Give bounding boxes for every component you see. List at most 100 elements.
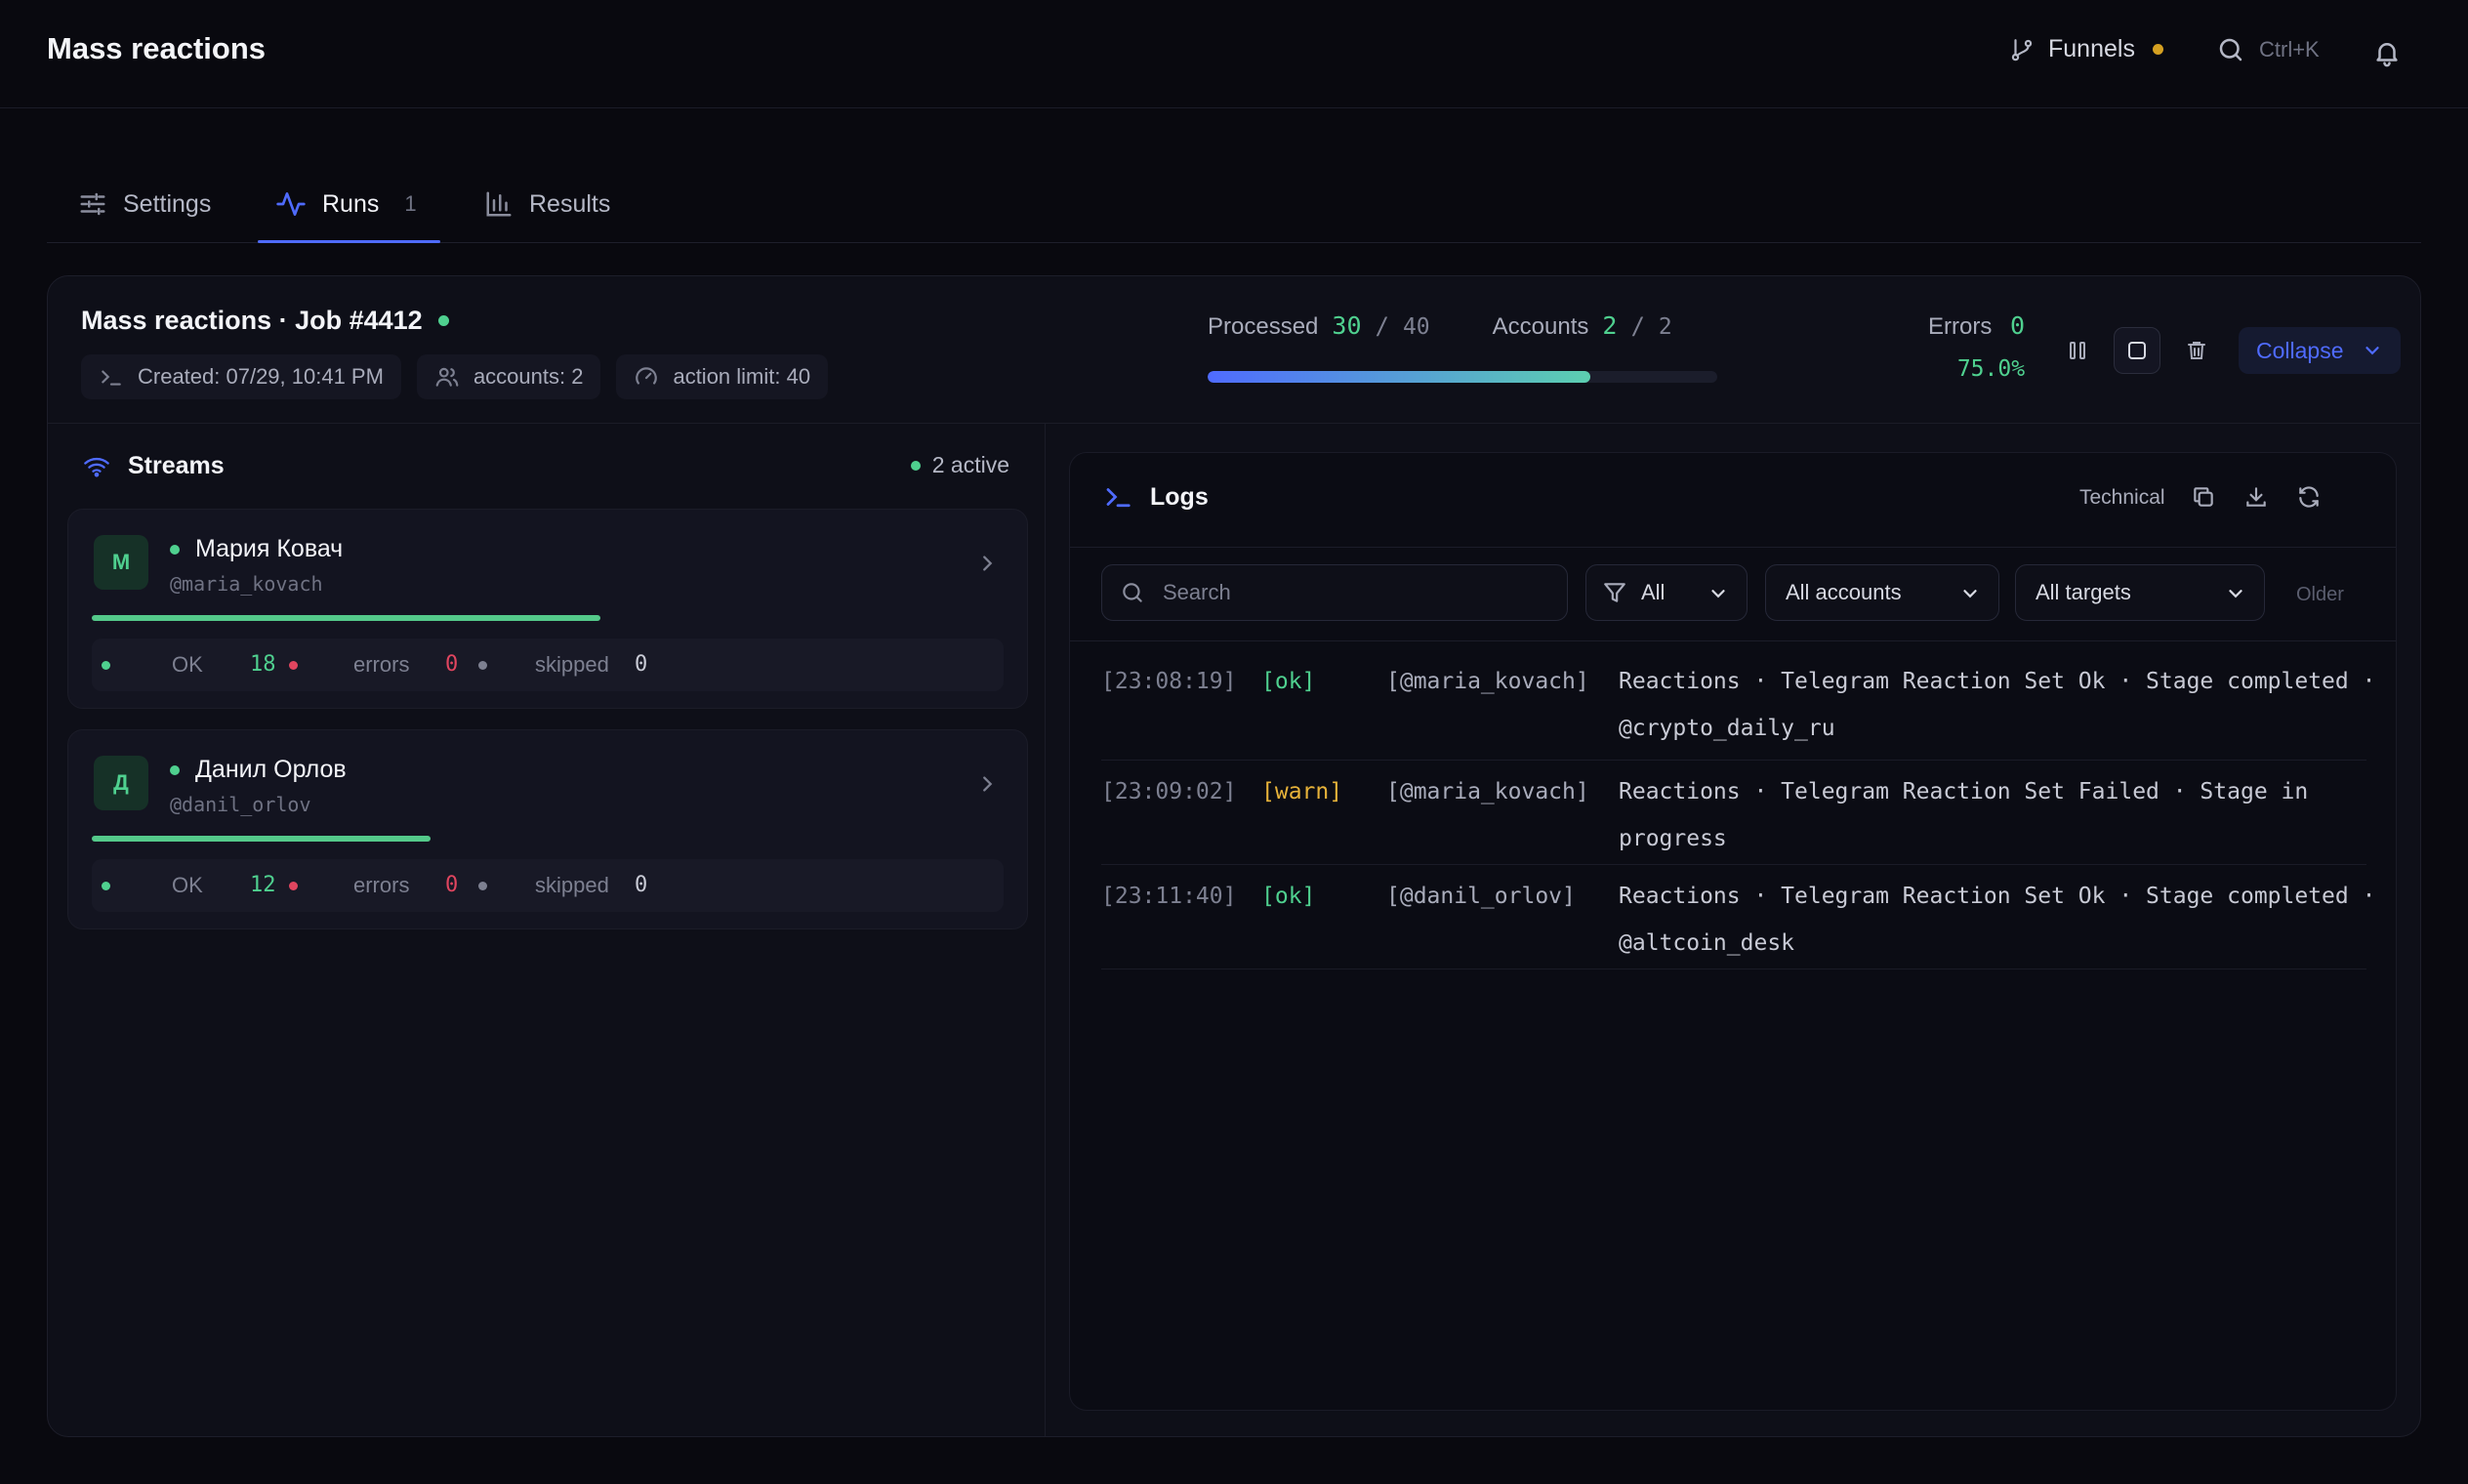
skipped-count: 0 — [635, 873, 648, 897]
job-controls: Collapse — [2055, 327, 2401, 374]
log-message: Reactions · Telegram Reaction Set Failed… — [1619, 779, 2309, 851]
log-message: Reactions · Telegram Reaction Set Ok · S… — [1619, 884, 2376, 956]
refresh-icon — [2296, 484, 2322, 510]
tab-bar: Settings Runs 1 Results — [47, 166, 2421, 243]
stream-card[interactable]: М Мария Ковач @maria_kovach OK 18 errors… — [67, 509, 1028, 709]
trash-icon — [2185, 339, 2208, 362]
accounts-filter-select[interactable]: All accounts — [1765, 564, 1999, 621]
wifi-icon — [81, 453, 112, 480]
log-row: [23:11:40] [ok] [@danil_orlov] Reactions… — [1101, 865, 2375, 969]
logs-search-input[interactable] — [1161, 579, 1536, 606]
targets-filter-value: All targets — [2036, 580, 2131, 604]
gauge-icon — [634, 364, 659, 390]
errors-count: 0 — [445, 652, 459, 677]
users-icon — [434, 364, 460, 390]
chevron-down-icon — [2362, 340, 2383, 361]
stats-row: Processed 30 / 40 Accounts 2 / 2 — [1208, 311, 1672, 341]
log-time: [23:08:19] — [1101, 669, 1237, 694]
stream-card[interactable]: Д Данил Орлов @danil_orlov OK 12 errors … — [67, 729, 1028, 929]
chevron-right-icon — [976, 773, 998, 795]
job-header: Mass reactions · Job #4412 Created: 07/2… — [48, 276, 2420, 424]
technical-toggle[interactable]: Technical — [2079, 486, 2165, 509]
skipped-dot — [478, 661, 487, 670]
logs-panel: Logs Technical — [1069, 452, 2397, 1411]
skipped-count: 0 — [635, 652, 648, 677]
log-level: [ok] — [1261, 884, 1316, 909]
pause-icon — [2066, 339, 2089, 362]
sliders-icon — [78, 189, 107, 219]
stream-name-row: Данил Орлов — [170, 756, 347, 784]
level-filter-value: All — [1641, 580, 1666, 604]
log-account: [@maria_kovach] — [1386, 779, 1589, 804]
skipped-dot — [478, 882, 487, 890]
job-live-indicator — [437, 315, 449, 326]
funnels-button[interactable]: Funnels — [2009, 35, 2163, 63]
percent-value: 75.0% — [1956, 356, 2026, 382]
tab-results[interactable]: Results — [484, 166, 610, 242]
search-shortcut: Ctrl+K — [2259, 37, 2320, 62]
stream-name: Данил Орлов — [195, 756, 347, 783]
active-label: 2 active — [931, 452, 1009, 477]
stream-handle: @maria_kovach — [170, 572, 323, 596]
logs-actions — [2185, 478, 2327, 515]
ok-dot — [102, 661, 110, 670]
logs-filters: All All accounts All targets Older — [1070, 547, 2396, 641]
job-card: Mass reactions · Job #4412 Created: 07/2… — [47, 275, 2421, 1437]
skipped-label: skipped — [535, 873, 609, 897]
stream-name: Мария Ковач — [195, 535, 344, 562]
stream-progress-bar — [92, 615, 1004, 621]
stream-stats: OK 18 errors 0 skipped 0 — [92, 639, 1004, 691]
logs-title-row: Logs — [1103, 482, 1209, 512]
job-title: Mass reactions · Job #4412 — [81, 306, 423, 335]
log-account: [@maria_kovach] — [1386, 669, 1589, 694]
pause-button[interactable] — [2055, 328, 2100, 373]
copy-logs-button[interactable] — [2185, 478, 2222, 515]
level-filter-select[interactable]: All — [1585, 564, 1748, 621]
top-bar: Mass reactions Funnels Ctrl+K — [0, 0, 2468, 108]
log-level: [ok] — [1261, 669, 1316, 694]
tab-settings[interactable]: Settings — [78, 166, 211, 242]
tab-settings-label: Settings — [123, 189, 212, 218]
stop-button[interactable] — [2114, 327, 2160, 374]
terminal-icon — [1103, 482, 1132, 512]
job-progress-bar — [1208, 371, 1717, 383]
older-button[interactable]: Older — [2296, 584, 2344, 605]
targets-filter-select[interactable]: All targets — [2015, 564, 2265, 621]
ok-count: 18 — [250, 652, 276, 677]
funnels-status-dot — [2152, 44, 2163, 55]
download-logs-button[interactable] — [2238, 478, 2275, 515]
log-account: [@danil_orlov] — [1386, 884, 1576, 909]
collapse-button[interactable]: Collapse — [2239, 327, 2401, 374]
terminal-icon — [99, 364, 124, 390]
command-search-button[interactable]: Ctrl+K — [2216, 35, 2320, 64]
bar-chart-icon — [484, 189, 514, 219]
stream-progress-bar — [92, 836, 1004, 842]
logs-search — [1101, 564, 1568, 621]
log-message: Reactions · Telegram Reaction Set Ok · S… — [1619, 669, 2376, 741]
refresh-logs-button[interactable] — [2290, 478, 2327, 515]
ok-dot — [102, 882, 110, 890]
copy-icon — [2191, 484, 2216, 510]
skipped-label: skipped — [535, 652, 609, 677]
errors-label: Errors — [1928, 313, 1993, 340]
avatar: Д — [94, 756, 148, 810]
processed-total: 40 — [1402, 314, 1430, 340]
funnels-label: Funnels — [2048, 35, 2135, 62]
tab-runs[interactable]: Runs 1 — [258, 166, 440, 243]
percent-row: 75.0% — [1928, 356, 2025, 382]
stream-progress-fill — [92, 615, 601, 621]
errors-label: errors — [353, 652, 410, 677]
log-row: [23:08:19] [ok] [@maria_kovach] Reaction… — [1101, 658, 2375, 761]
job-meta-chips: Created: 07/29, 10:41 PM accounts: 2 act… — [81, 354, 829, 399]
stream-handle: @danil_orlov — [170, 793, 311, 816]
accounts-label: Accounts — [1492, 313, 1589, 340]
log-row: [23:09:02] [warn] [@maria_kovach] Reacti… — [1101, 761, 2366, 865]
accounts-slash: / — [1630, 312, 1645, 340]
stream-stats: OK 12 errors 0 skipped 0 — [92, 859, 1004, 912]
tab-runs-count: 1 — [404, 191, 417, 216]
notifications-button[interactable] — [2372, 37, 2402, 68]
delete-button[interactable] — [2174, 328, 2219, 373]
active-dot — [910, 460, 921, 471]
ok-label: OK — [172, 652, 203, 677]
streams-active-count: 2 active — [910, 452, 1009, 478]
